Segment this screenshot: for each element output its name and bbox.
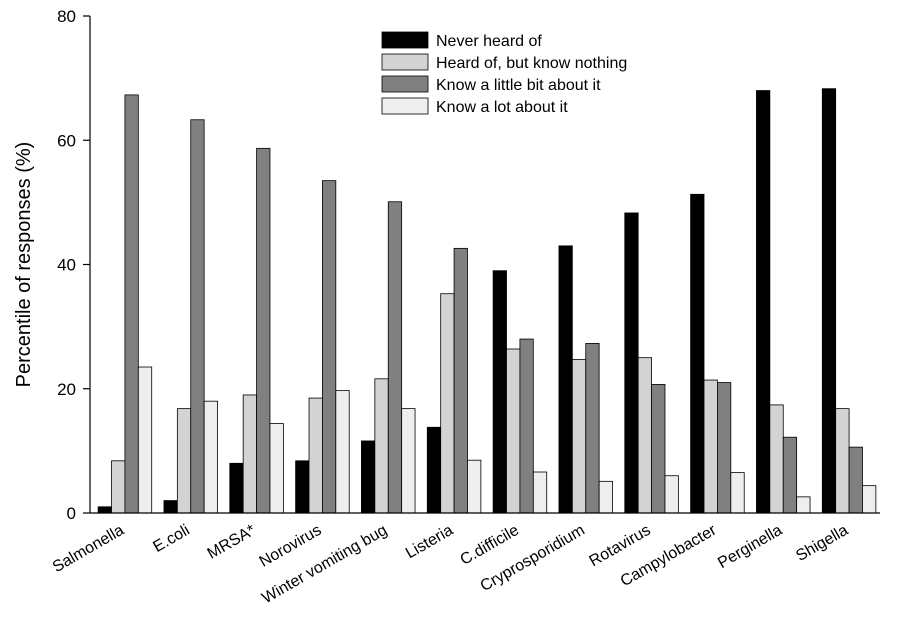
bar [242, 394, 257, 514]
bars-group [97, 88, 877, 514]
bar [756, 90, 771, 514]
bar [835, 408, 850, 514]
bar [256, 147, 271, 514]
bar [387, 201, 403, 514]
bar [97, 506, 112, 514]
legend-swatch [381, 75, 429, 93]
legend-label: Know a little bit about it [436, 77, 601, 94]
bar [585, 342, 600, 514]
y-tick-label: 60 [57, 131, 76, 150]
bar [796, 496, 811, 514]
bar [335, 390, 350, 514]
x-tick-label: Shigella [793, 522, 851, 565]
bar [467, 459, 482, 514]
y-axis-title: Percentile of responses (%) [13, 142, 35, 388]
x-tick-label: MRSA* [205, 522, 259, 563]
y-tick-label: 20 [57, 380, 76, 399]
legend-swatch [381, 31, 429, 49]
y-tick-label: 80 [57, 7, 76, 26]
bar [492, 270, 507, 514]
bar [690, 193, 705, 514]
bar [308, 397, 323, 514]
y-ticks-group: 0 20 40 60 80 [57, 7, 90, 523]
bar [598, 480, 613, 514]
bar [203, 400, 218, 514]
y-tick-label: 40 [57, 256, 76, 275]
bar [426, 426, 442, 514]
bar [519, 338, 534, 514]
y-tick-label: 0 [67, 504, 76, 523]
legend-label: Never heard of [436, 33, 542, 50]
bar [295, 460, 310, 514]
bar [558, 245, 573, 514]
bar [322, 180, 337, 514]
bar [440, 293, 455, 514]
x-tick-label: E.coli [150, 522, 192, 556]
bar [374, 378, 389, 514]
bar [703, 379, 718, 514]
x-tick-label: Listeria [403, 522, 456, 563]
bar [848, 446, 863, 514]
legend-swatch [381, 53, 429, 71]
bar [137, 366, 153, 514]
bar [624, 212, 639, 514]
bar [782, 436, 798, 514]
x-tick-label: Winter vomiting bug [259, 522, 390, 607]
bar [532, 471, 548, 514]
legend-swatch [381, 97, 429, 115]
legend-label: Heard of, but know nothing [436, 55, 627, 72]
bar [163, 500, 178, 514]
bar [190, 119, 205, 514]
bar [401, 408, 416, 514]
bar [453, 247, 468, 514]
bar [361, 440, 376, 514]
bar [717, 382, 732, 514]
bar [176, 408, 192, 514]
bar [111, 460, 126, 514]
bar [862, 485, 877, 514]
bar [651, 383, 666, 514]
bar [506, 348, 521, 514]
bar [664, 475, 679, 514]
bar [730, 472, 745, 514]
bar [124, 94, 139, 514]
bar [269, 423, 284, 514]
bar [229, 462, 244, 514]
bar [571, 359, 587, 514]
legend: Never heard of Heard of, but know nothing… [381, 31, 627, 116]
bar [769, 404, 784, 514]
bar [821, 88, 837, 514]
x-tick-label: Salmonella [50, 522, 127, 576]
bar [637, 357, 652, 514]
x-tick-label: Perginella [715, 522, 785, 572]
legend-label: Know a lot about it [436, 99, 568, 116]
